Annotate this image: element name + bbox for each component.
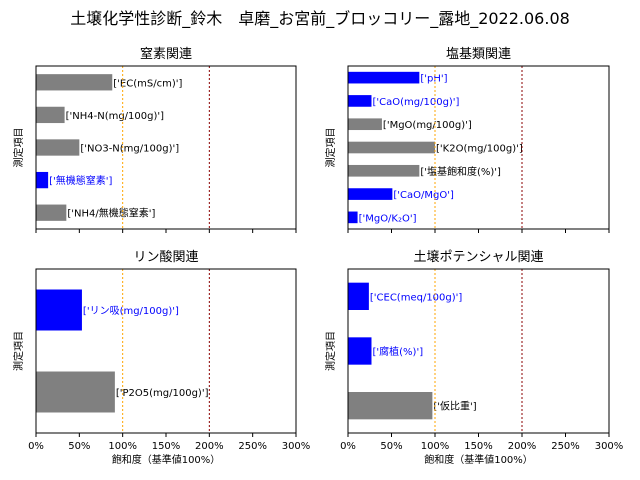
bar-6 <box>348 188 393 200</box>
data-label: ['塩基飽和度(%)'] <box>420 165 501 178</box>
bar-1 <box>348 282 369 310</box>
x-tick-label: 200% <box>195 441 224 452</box>
x-tick-label: 150% <box>464 441 493 452</box>
y-axis-label: 測定項目 <box>324 331 337 371</box>
bar-3 <box>348 118 382 131</box>
bar-2 <box>348 95 372 107</box>
bar-5 <box>36 204 67 221</box>
chart-panel-1: 窒素関連 ['EC(mS/cm)'] ['NH4-N(mg/100g)'] ['NO3… <box>12 46 297 233</box>
x-tick-label: 300% <box>282 441 311 452</box>
data-label: ['腐植(%)'] <box>372 345 423 358</box>
data-label: ['CaO(mg/100g)'] <box>372 97 459 108</box>
bar-4 <box>36 171 49 189</box>
bar-4 <box>348 141 435 154</box>
x-tick-label: 100% <box>108 441 137 452</box>
data-label: ['仮比重'] <box>433 400 476 413</box>
data-label: ['NO3-N(mg/100g)'] <box>80 144 179 155</box>
x-tick-label: 250% <box>238 441 267 452</box>
chart-panels: 窒素関連 ['EC(mS/cm)'] ['NH4-N(mg/100g)'] ['NO3… <box>12 46 623 466</box>
x-tick-label: 50% <box>68 441 90 452</box>
data-label: ['MgO(mg/100g)'] <box>383 120 472 131</box>
data-label: ['CaO/MgO'] <box>393 190 454 201</box>
bar-1 <box>348 71 420 84</box>
data-label: ['K2O(mg/100g)'] <box>436 144 523 155</box>
chart-panel-3: リン酸関連 ['リン吸(mg/100g)'] ['P2O5(mg/100g)'] 0%… <box>12 250 310 466</box>
data-label: ['pH'] <box>420 74 447 85</box>
y-axis-label: 測定項目 <box>324 128 337 168</box>
bar-7 <box>348 211 358 224</box>
chart-panel-4: 土壌ポテンシャル関連 ['CEC(meq/100g)'] ['腐植(%)'] ['仮比… <box>324 250 623 466</box>
x-tick-label: 0% <box>340 441 356 452</box>
bar-2 <box>348 337 372 365</box>
bar-2 <box>36 106 65 124</box>
bar-3 <box>348 392 433 420</box>
x-tick-label: 0% <box>28 441 44 452</box>
data-label: ['P2O5(mg/100g)'] <box>116 388 209 399</box>
data-label: ['無機態窒素'] <box>49 174 112 187</box>
bar-1 <box>36 289 82 331</box>
panel-title: 塩基類関連 <box>446 47 511 62</box>
panel-title: リン酸関連 <box>133 250 198 265</box>
data-label: ['NH4/無機態窒素'] <box>67 207 155 220</box>
panel-title: 窒素関連 <box>140 46 192 62</box>
x-tick-label: 100% <box>421 441 450 452</box>
x-tick-label: 50% <box>380 441 402 452</box>
x-tick-label: 250% <box>551 441 580 452</box>
bar-3 <box>36 139 80 156</box>
data-label: ['CEC(meq/100g)'] <box>370 292 463 303</box>
data-label: ['リン吸(mg/100g)'] <box>83 306 179 317</box>
data-label: ['MgO/K₂O'] <box>359 213 417 224</box>
x-tick-label: 150% <box>152 441 181 452</box>
bar-5 <box>348 164 420 177</box>
chart-panel-2: 塩基類関連 ['pH'] ['CaO(mg/100g)'] ['MgO(mg/100g… <box>324 47 610 233</box>
panel-title: 土壌ポテンシャル関連 <box>413 250 543 265</box>
data-label: ['EC(mS/cm)'] <box>113 78 182 89</box>
data-label: ['NH4-N(mg/100g)'] <box>66 111 165 122</box>
bar-2 <box>36 371 115 413</box>
bar-1 <box>36 74 113 91</box>
x-tick-label: 200% <box>508 441 537 452</box>
x-axis-label: 飽和度（基準値100%） <box>424 453 533 466</box>
y-axis-label: 測定項目 <box>12 128 25 168</box>
y-axis-label: 測定項目 <box>12 331 25 371</box>
x-tick-label: 300% <box>595 441 624 452</box>
x-axis-label: 飽和度（基準値100%） <box>112 453 221 466</box>
figure-title: 土壌化学性診断_鈴木 卓磨_お宮前_ブロッコリー_露地_2022.06.08 <box>70 9 570 29</box>
